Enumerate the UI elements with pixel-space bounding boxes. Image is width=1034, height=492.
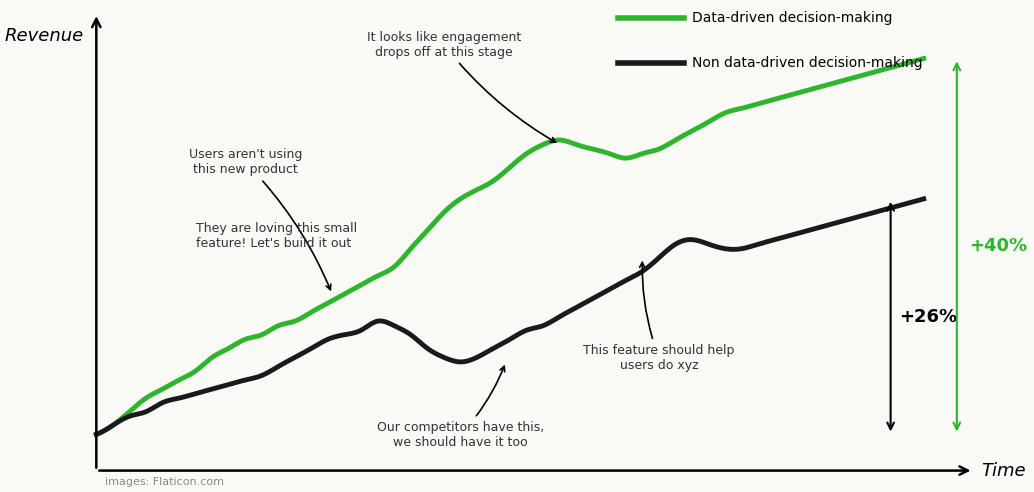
- Text: Revenue: Revenue: [5, 27, 84, 45]
- Text: Users aren't using
this new product: Users aren't using this new product: [188, 148, 331, 290]
- Text: It looks like engagement
drops off at this stage: It looks like engagement drops off at th…: [367, 31, 555, 142]
- Text: +26%: +26%: [899, 308, 957, 326]
- Text: Non data-driven decision-making: Non data-driven decision-making: [692, 56, 922, 70]
- Text: They are loving this small
feature! Let's build it out: They are loving this small feature! Let'…: [195, 221, 357, 249]
- Text: Time: Time: [981, 461, 1027, 480]
- Text: +40%: +40%: [969, 238, 1028, 255]
- Text: Data-driven decision-making: Data-driven decision-making: [692, 11, 892, 25]
- Text: images: Flaticon.com: images: Flaticon.com: [104, 477, 223, 488]
- Text: This feature should help
users do xyz: This feature should help users do xyz: [583, 262, 734, 372]
- Text: Our competitors have this,
we should have it too: Our competitors have this, we should hav…: [376, 366, 544, 449]
